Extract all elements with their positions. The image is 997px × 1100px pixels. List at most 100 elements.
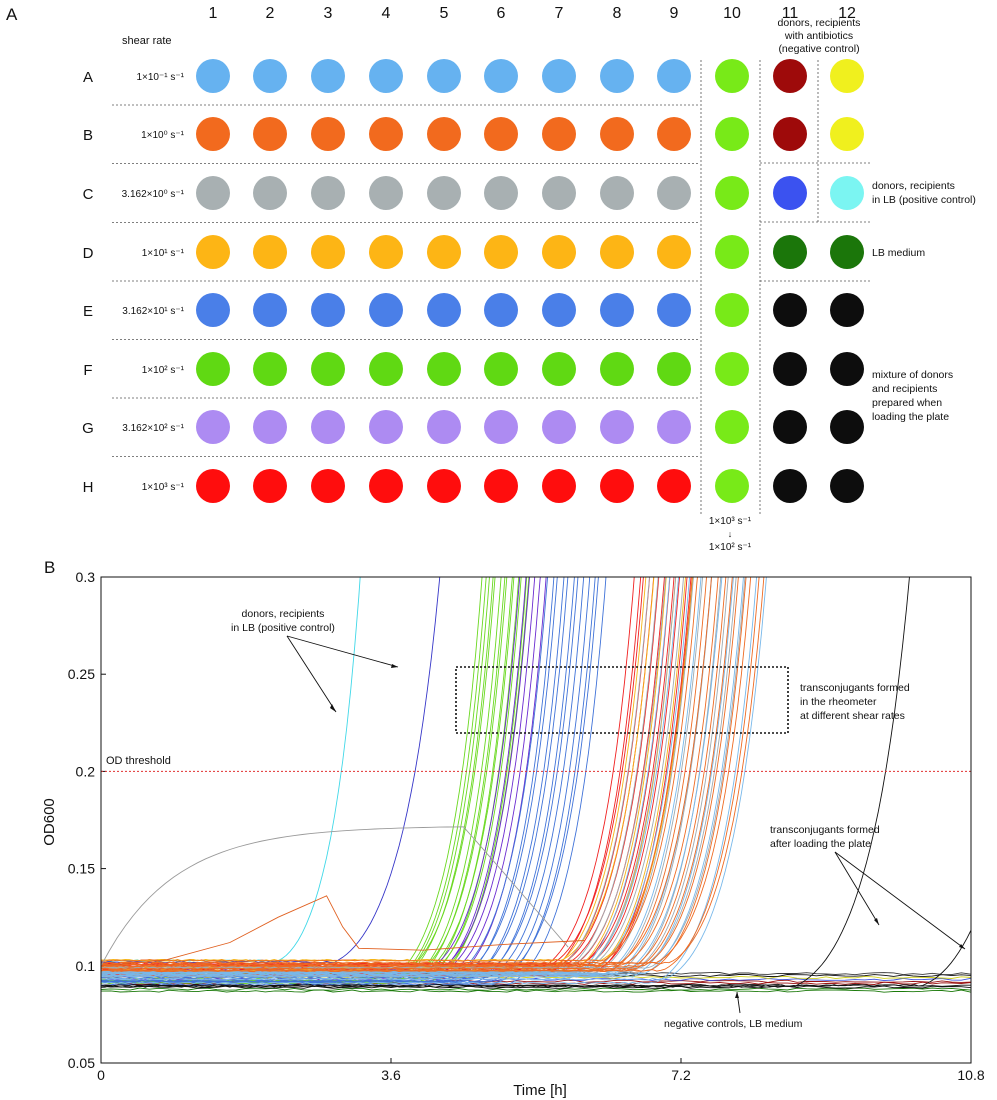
y-tick-label: 0.05 (68, 1055, 95, 1071)
positive-annotation-arrowhead-1 (330, 704, 336, 712)
well-A1 (196, 59, 230, 93)
negative-control-annotation-line3: (negative control) (778, 43, 859, 55)
plate-wells (196, 59, 864, 503)
x-tick-label: 3.6 (381, 1067, 401, 1083)
lb-medium-annotation: LB medium (872, 247, 925, 259)
column-headers: 1 2 3 4 5 6 7 8 9 10 11 12 (209, 5, 856, 22)
growth-curve-line (101, 577, 694, 974)
column-header-8: 8 (613, 5, 622, 22)
well-H12 (830, 469, 864, 503)
after-loading-arrow-2 (834, 851, 966, 950)
well-A11 (773, 59, 807, 93)
growth-curve-line (101, 577, 713, 977)
growth-curve-line (101, 577, 712, 977)
positive-control-chart-annotation-line2: in LB (positive control) (231, 622, 335, 634)
row-label-G: G (82, 420, 94, 437)
y-tick-label: 0.2 (76, 763, 96, 779)
growth-curve-line (101, 577, 719, 967)
shear-rate-H: 1×10³ s⁻¹ (142, 482, 185, 493)
y-tick-label: 0.25 (68, 666, 95, 682)
growth-curve-line (101, 577, 910, 988)
mixture-annotation-line1: mixture of donors (872, 369, 953, 381)
well-H5 (427, 469, 461, 503)
col10-note-bottom: 1×10² s⁻¹ (709, 542, 752, 553)
negative-control-line (101, 989, 971, 993)
well-F8 (600, 352, 634, 386)
well-A9 (657, 59, 691, 93)
shear-rate-G: 3.162×10² s⁻¹ (122, 423, 184, 434)
well-E4 (369, 293, 403, 327)
well-B8 (600, 117, 634, 151)
growth-curve-line (101, 577, 680, 967)
x-tick-label: 7.2 (671, 1067, 691, 1083)
well-F10 (715, 352, 749, 386)
mixture-annotation-line3: prepared when (872, 397, 942, 409)
negative-controls-arrowhead (735, 992, 739, 998)
well-B12 (830, 117, 864, 151)
well-F7 (542, 352, 576, 386)
well-H11 (773, 469, 807, 503)
well-D4 (369, 235, 403, 269)
growth-curve-line (101, 577, 647, 969)
well-D3 (311, 235, 345, 269)
well-C10 (715, 176, 749, 210)
well-C5 (427, 176, 461, 210)
well-G3 (311, 410, 345, 444)
well-F6 (484, 352, 518, 386)
growth-curve-line (101, 577, 712, 966)
well-B4 (369, 117, 403, 151)
growth-curve-line (101, 577, 734, 978)
well-G6 (484, 410, 518, 444)
growth-curve-line (101, 577, 723, 975)
well-C11 (773, 176, 807, 210)
well-H3 (311, 469, 345, 503)
plot-frame (100, 576, 972, 1064)
well-E7 (542, 293, 576, 327)
positive-annotation-arrow-1 (286, 635, 337, 713)
well-C8 (600, 176, 634, 210)
growth-curve-line (101, 577, 694, 962)
od-threshold-label: OD threshold (106, 755, 171, 767)
well-G1 (196, 410, 230, 444)
well-A12 (830, 59, 864, 93)
growth-curve-line (101, 577, 698, 962)
well-E1 (196, 293, 230, 327)
well-E2 (253, 293, 287, 327)
well-E8 (600, 293, 634, 327)
well-C1 (196, 176, 230, 210)
row-label-H: H (83, 479, 94, 496)
shear-rate-A: 1×10⁻¹ s⁻¹ (136, 72, 184, 83)
well-F11 (773, 352, 807, 386)
column-header-11: 11 (782, 5, 799, 22)
well-D1 (196, 235, 230, 269)
shear-rate-E: 3.162×10¹ s⁻¹ (122, 306, 184, 317)
well-A3 (311, 59, 345, 93)
panel-a-label: A (6, 5, 18, 24)
growth-curve-line (101, 577, 704, 976)
well-G7 (542, 410, 576, 444)
chart-series (101, 577, 971, 993)
well-D5 (427, 235, 461, 269)
well-C2 (253, 176, 287, 210)
growth-curve-line (101, 577, 737, 970)
well-F9 (657, 352, 691, 386)
well-B9 (657, 117, 691, 151)
well-E6 (484, 293, 518, 327)
well-C12 (830, 176, 864, 210)
growth-curve-line (101, 577, 752, 965)
well-F1 (196, 352, 230, 386)
column-header-1: 1 (209, 5, 218, 22)
after-loading-annotation-line1: transconjugants formed (770, 824, 880, 836)
y-tick-label: 0.3 (76, 569, 96, 585)
well-H2 (253, 469, 287, 503)
positive-annotation-arrow-2 (286, 635, 399, 668)
shear-rate-F: 1×10² s⁻¹ (142, 365, 185, 376)
growth-curve-line (101, 577, 596, 984)
well-D9 (657, 235, 691, 269)
positive-control-chart-annotation-line1: donors, recipients (242, 608, 325, 620)
well-A2 (253, 59, 287, 93)
after-loading-arrow-1 (834, 851, 880, 926)
well-D10 (715, 235, 749, 269)
column-header-9: 9 (670, 5, 679, 22)
